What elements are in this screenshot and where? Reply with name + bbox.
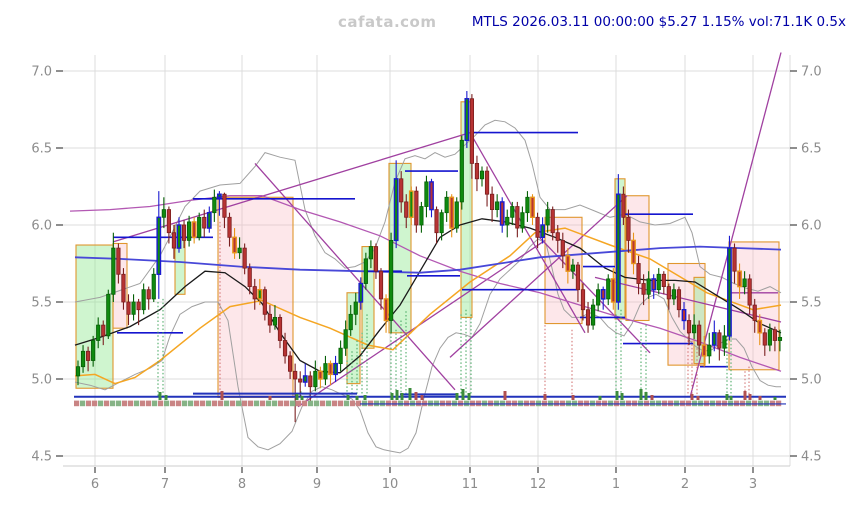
svg-text:11: 11	[462, 477, 479, 492]
svg-text:7: 7	[161, 477, 169, 492]
svg-text:8: 8	[238, 477, 246, 492]
svg-text:5.0: 5.0	[31, 373, 52, 388]
svg-text:4.5: 4.5	[801, 450, 822, 465]
svg-text:7.0: 7.0	[801, 65, 822, 80]
svg-text:7.0: 7.0	[31, 65, 52, 80]
svg-text:10: 10	[382, 477, 399, 492]
svg-text:4.5: 4.5	[31, 450, 52, 465]
svg-text:5.0: 5.0	[801, 373, 822, 388]
axis-labels: 4.5 4.5 5.0 5.0 5.5 5.5 6.0 6.0 6.5 6.5 7.0 7.0 6 7 8 9…	[31, 65, 821, 493]
svg-text:5.5: 5.5	[31, 296, 52, 311]
svg-text:6.0: 6.0	[31, 219, 52, 234]
volume-strip	[74, 388, 786, 407]
signal-dotted-lines	[157, 221, 750, 398]
candles	[75, 91, 783, 423]
svg-text:1: 1	[612, 477, 620, 492]
plot-area	[69, 52, 786, 454]
trend-lines	[69, 52, 782, 408]
svg-text:6: 6	[91, 477, 99, 492]
svg-text:6.5: 6.5	[31, 142, 52, 157]
svg-text:6.5: 6.5	[801, 142, 822, 157]
svg-text:2: 2	[681, 477, 689, 492]
svg-text:12: 12	[530, 477, 547, 492]
quote-info-line: MTLS 2026.03.11 00:00:00 $5.27 1.15% vol…	[471, 14, 846, 30]
svg-text:3: 3	[749, 477, 757, 492]
svg-text:6.0: 6.0	[801, 219, 822, 234]
moving-averages	[74, 218, 782, 385]
svg-text:9: 9	[313, 477, 321, 492]
watermark-logo: cafata.com	[338, 13, 437, 31]
bollinger-band	[74, 119, 782, 454]
svg-text:5.5: 5.5	[801, 296, 822, 311]
